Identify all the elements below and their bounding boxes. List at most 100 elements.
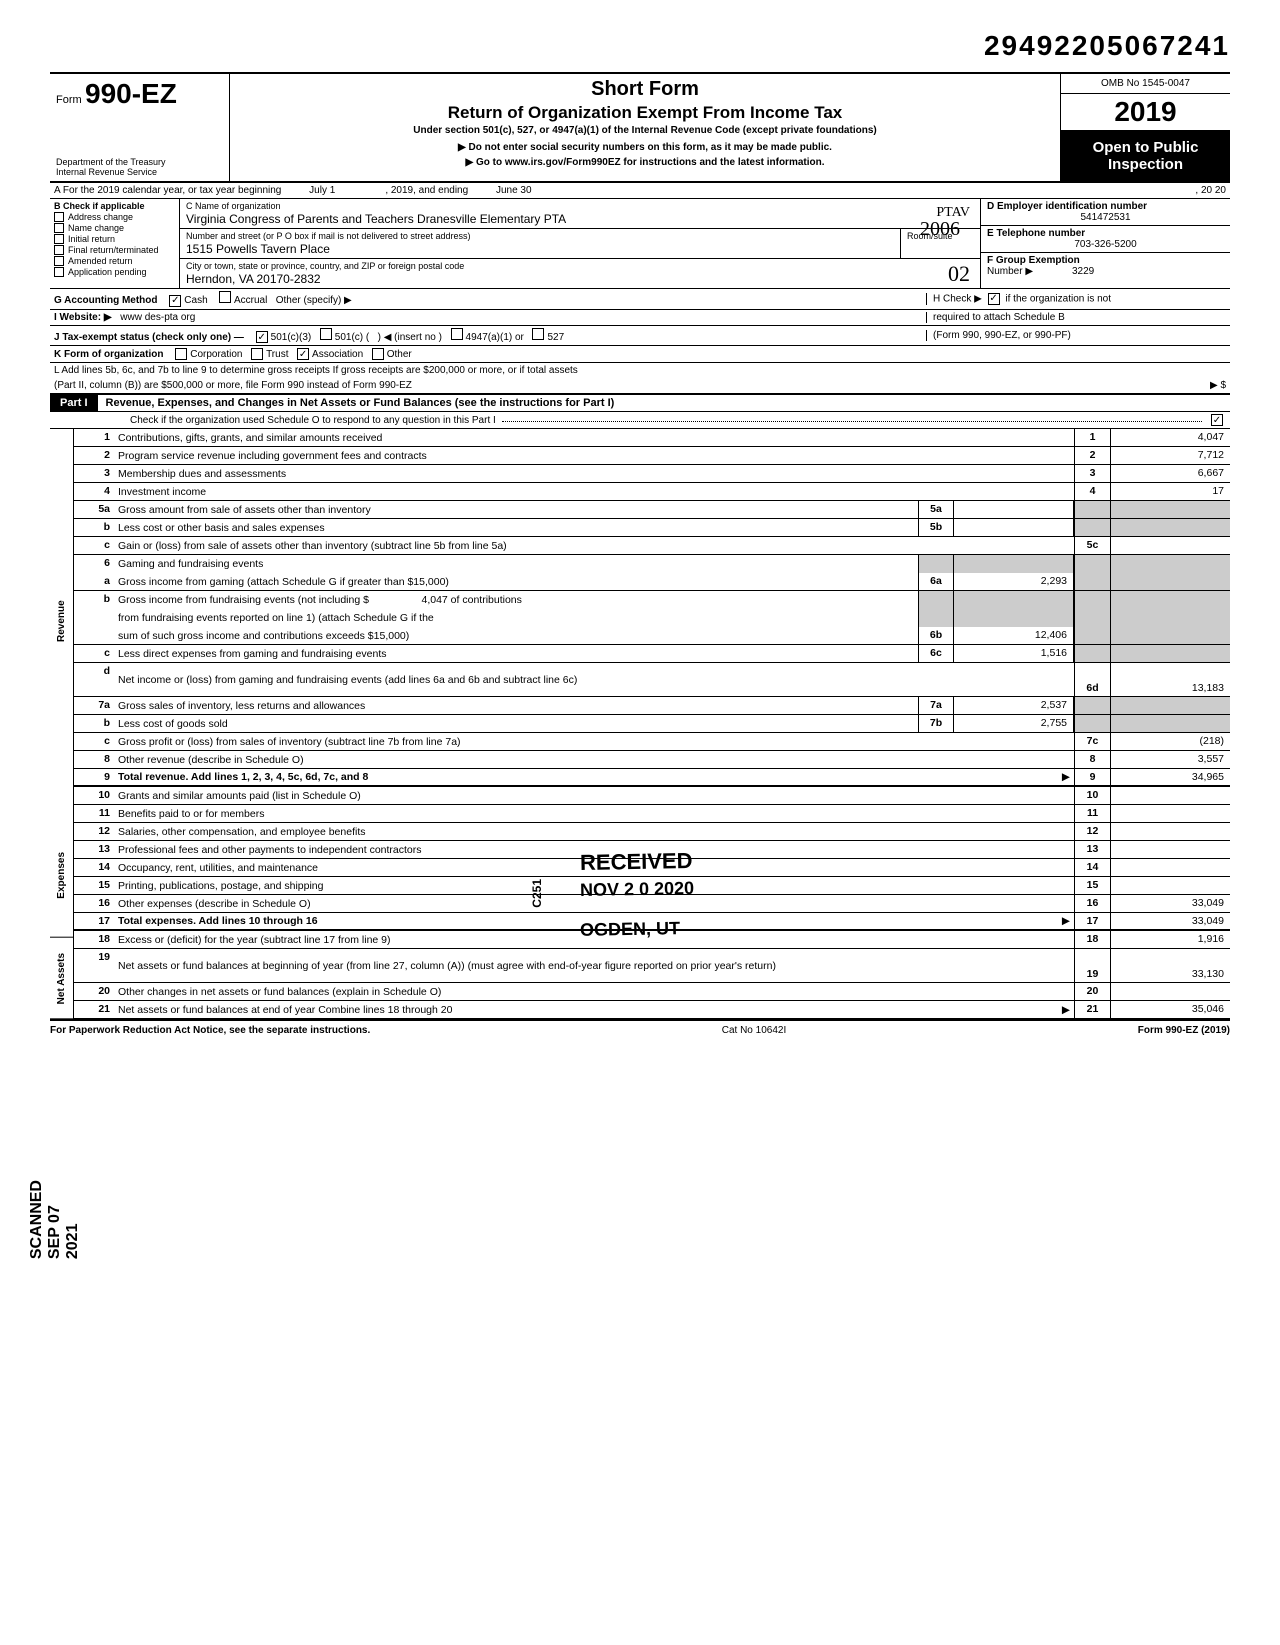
- row-i-website: I Website: ▶ www des-pta org required to…: [50, 310, 1230, 326]
- l-text2: (Part II, column (B)) are $500,000 or mo…: [54, 380, 1210, 391]
- dept-treasury: Department of the Treasury: [56, 157, 223, 167]
- chk-name-change[interactable]: Name change: [54, 223, 175, 233]
- h-text4: (Form 990, 990-EZ, or 990-PF): [926, 330, 1226, 341]
- chk-address-change[interactable]: Address change: [54, 212, 175, 222]
- form-prefix: Form: [56, 94, 82, 106]
- row-a-mid: , 2019, and ending: [385, 185, 468, 196]
- chk-cash[interactable]: [169, 295, 181, 307]
- line-6b-2: from fundraising events reported on line…: [74, 609, 1230, 627]
- g-label: G Accounting Method: [54, 295, 158, 306]
- part1-header: Part I Revenue, Expenses, and Changes in…: [50, 395, 1230, 412]
- row-a-begin: July 1: [309, 185, 335, 196]
- chk-accrual[interactable]: [219, 291, 231, 303]
- c-name-label: C Name of organization: [186, 201, 974, 211]
- line-20: 20 Other changes in net assets or fund b…: [74, 983, 1230, 1001]
- line-6b-1: b Gross income from fundraising events (…: [74, 591, 1230, 609]
- chk-amended-return[interactable]: Amended return: [54, 256, 175, 266]
- c-addr-label: Number and street (or P O box if mail is…: [186, 231, 894, 241]
- line-1: 1 Contributions, gifts, grants, and simi…: [74, 429, 1230, 447]
- col-c-org-info: C Name of organization Virginia Congress…: [180, 199, 980, 288]
- f-group-label: F Group Exemption: [987, 255, 1080, 266]
- line-7b: b Less cost of goods sold 7b 2,755: [74, 715, 1230, 733]
- line-17: 17 Total expenses. Add lines 10 through …: [74, 913, 1230, 931]
- h-text2: if the organization is not: [1005, 293, 1111, 304]
- col-d-ein-phone: D Employer identification number 5414725…: [980, 199, 1230, 288]
- handwrite-02: 02: [948, 261, 970, 287]
- k-other: Other: [387, 349, 412, 360]
- line-6d: d Net income or (loss) from gaming and f…: [74, 663, 1230, 697]
- form-title: Short Form: [238, 78, 1052, 101]
- line-9: 9 Total revenue. Add lines 1, 2, 3, 4, 5…: [74, 769, 1230, 787]
- k-label: K Form of organization: [54, 349, 163, 360]
- part1-check-o: Check if the organization used Schedule …: [50, 412, 1230, 429]
- col-b-checkboxes: B Check if applicable Address change Nam…: [50, 199, 180, 288]
- row-l-2: (Part II, column (B)) are $500,000 or mo…: [50, 378, 1230, 395]
- footer-center: Cat No 10642I: [722, 1025, 787, 1036]
- section-bcdef: B Check if applicable Address change Nam…: [50, 199, 1230, 289]
- g-accrual: Accrual: [234, 295, 267, 306]
- open-public-2: Inspection: [1065, 156, 1226, 173]
- stamp-scanned: SCANNED SEP 07 2021: [28, 1180, 82, 1259]
- chk-527[interactable]: [532, 328, 544, 340]
- table-body: 1 Contributions, gifts, grants, and simi…: [74, 429, 1230, 1019]
- row-l-1: L Add lines 5b, 6c, and 7b to line 9 to …: [50, 363, 1230, 378]
- line-14: 14 Occupancy, rent, utilities, and maint…: [74, 859, 1230, 877]
- line-2: 2 Program service revenue including gove…: [74, 447, 1230, 465]
- j-501c3: 501(c)(3): [271, 332, 312, 343]
- open-public-1: Open to Public: [1065, 139, 1226, 156]
- line-5c: c Gain or (loss) from sale of assets oth…: [74, 537, 1230, 555]
- handwrite-2006: 2006: [920, 218, 960, 241]
- chk-corp[interactable]: [175, 348, 187, 360]
- line-6: 6 Gaming and fundraising events: [74, 555, 1230, 573]
- d-ein-value: 541472531: [987, 212, 1224, 223]
- j-501c: 501(c) (: [335, 332, 369, 343]
- j-label: J Tax-exempt status (check only one) —: [54, 332, 244, 343]
- row-a-text: A For the 2019 calendar year, or tax yea…: [54, 185, 281, 196]
- line-16: 16 Other expenses (describe in Schedule …: [74, 895, 1230, 913]
- footer-right: Form 990-EZ (2019): [1138, 1025, 1230, 1036]
- form-header: Form 990-EZ Department of the Treasury I…: [50, 72, 1230, 183]
- side-labels: Revenue Expenses Net Assets: [50, 429, 74, 1019]
- form-goto: ▶ Go to www.irs.gov/Form990EZ for instru…: [238, 157, 1052, 168]
- row-k-form-org: K Form of organization Corporation Trust…: [50, 346, 1230, 363]
- part1-title: Revenue, Expenses, and Changes in Net As…: [106, 397, 615, 409]
- form-subtitle: Return of Organization Exempt From Incom…: [238, 103, 1052, 123]
- chk-h[interactable]: [988, 293, 1000, 305]
- l-arrow: ▶ $: [1210, 380, 1226, 391]
- j-501c-b: ) ◀ (insert no ): [378, 332, 442, 343]
- chk-4947[interactable]: [451, 328, 463, 340]
- c-city-label: City or town, state or province, country…: [186, 261, 974, 271]
- chk-other-org[interactable]: [372, 348, 384, 360]
- footer: For Paperwork Reduction Act Notice, see …: [50, 1019, 1230, 1040]
- side-revenue: Revenue: [50, 429, 73, 813]
- line-19: 19 Net assets or fund balances at beginn…: [74, 949, 1230, 983]
- side-expenses: Expenses: [50, 813, 73, 938]
- row-a-yr: , 20 20: [1195, 185, 1226, 196]
- form-under: Under section 501(c), 527, or 4947(a)(1)…: [238, 125, 1052, 136]
- row-j-tax-exempt: J Tax-exempt status (check only one) — 5…: [50, 326, 1230, 347]
- dln-number: 29492205067241: [50, 30, 1230, 62]
- chk-final-return[interactable]: Final return/terminated: [54, 245, 175, 255]
- chk-501c[interactable]: [320, 328, 332, 340]
- line-5a: 5a Gross amount from sale of assets othe…: [74, 501, 1230, 519]
- part1-check-text: Check if the organization used Schedule …: [130, 415, 496, 426]
- d-ein-label: D Employer identification number: [987, 201, 1224, 212]
- chk-trust[interactable]: [251, 348, 263, 360]
- chk-app-pending[interactable]: Application pending: [54, 267, 175, 277]
- chk-schedule-o[interactable]: [1211, 414, 1223, 426]
- chk-501c3[interactable]: [256, 331, 268, 343]
- chk-initial-return[interactable]: Initial return: [54, 234, 175, 244]
- e-phone-label: E Telephone number: [987, 228, 1224, 239]
- g-other: Other (specify) ▶: [276, 295, 352, 306]
- main-table: Revenue Expenses Net Assets 1 Contributi…: [50, 429, 1230, 1019]
- k-assoc: Association: [312, 349, 363, 360]
- chk-assoc[interactable]: [297, 348, 309, 360]
- header-mid: Short Form Return of Organization Exempt…: [230, 74, 1060, 181]
- g-cash: Cash: [184, 295, 207, 306]
- side-net-assets: Net Assets: [50, 938, 73, 1019]
- dept-irs: Internal Revenue Service: [56, 167, 223, 177]
- form-warn: ▶ Do not enter social security numbers o…: [238, 142, 1052, 153]
- j-527: 527: [547, 332, 564, 343]
- line-21: 21 Net assets or fund balances at end of…: [74, 1001, 1230, 1019]
- tax-year: 2019: [1061, 94, 1230, 131]
